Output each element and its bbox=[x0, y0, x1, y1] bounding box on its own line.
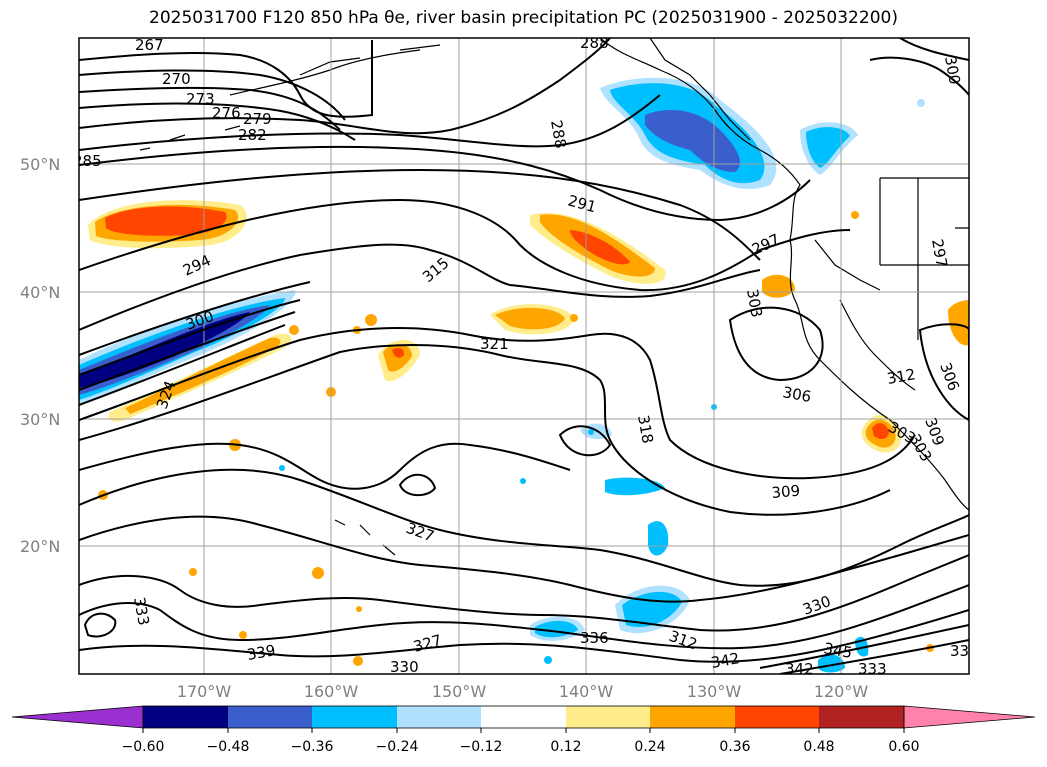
colorbar-tick-label: 0.48 bbox=[803, 739, 834, 755]
contour-label: 333 bbox=[130, 596, 153, 627]
contour-label: 270 bbox=[162, 70, 191, 88]
lon-label-130w: 130°W bbox=[687, 682, 742, 701]
contour-label: 273 bbox=[186, 90, 215, 108]
colorbar-bin bbox=[143, 706, 228, 728]
lat-label-50n: 50°N bbox=[20, 155, 60, 174]
lon-labels: 170°W 160°W 150°W 140°W 130°W 120°W bbox=[177, 682, 869, 701]
contour-label: 339 bbox=[246, 641, 277, 664]
colorbar-tick-label: 0.12 bbox=[550, 739, 581, 755]
colorbar-bin bbox=[397, 706, 481, 728]
colorbar-extend-high bbox=[903, 705, 1036, 729]
colorbar-tick-label: 0.24 bbox=[634, 739, 665, 755]
contour-label: 330 bbox=[390, 658, 419, 676]
colorbar: −0.60 −0.48 −0.36 −0.24 −0.12 0.12 0.24 … bbox=[11, 705, 1036, 755]
lon-label-150w: 150°W bbox=[432, 682, 487, 701]
contour-label: 288 bbox=[580, 34, 609, 52]
colorbar-bin bbox=[735, 706, 819, 728]
coastlines bbox=[139, 38, 969, 556]
contour-label: 33 bbox=[950, 642, 969, 660]
contour-label: 282 bbox=[238, 126, 267, 144]
contour-label: 267 bbox=[135, 36, 164, 54]
contour-label: 318 bbox=[634, 414, 657, 445]
lat-labels: 50°N 40°N 30°N 20°N bbox=[20, 155, 60, 556]
colorbar-tick-label: −0.24 bbox=[376, 739, 419, 755]
lon-label-160w: 160°W bbox=[304, 682, 359, 701]
lon-label-170w: 170°W bbox=[177, 682, 232, 701]
contour-label: 303 bbox=[743, 288, 766, 319]
colorbar-bin bbox=[819, 706, 904, 728]
contour-label: 276 bbox=[212, 104, 241, 122]
contour-label: 342 bbox=[785, 660, 814, 678]
colorbar-tick-label: −0.48 bbox=[207, 739, 250, 755]
colorbar-tick-label: 0.60 bbox=[888, 739, 919, 755]
colorbar-bin bbox=[228, 706, 312, 728]
contour-label: 285 bbox=[73, 152, 102, 170]
colorbar-bin bbox=[312, 706, 397, 728]
colorbar-tick-label: 0.36 bbox=[719, 739, 750, 755]
lat-label-20n: 20°N bbox=[20, 537, 60, 556]
colorbar-bin bbox=[481, 706, 566, 728]
lat-label-30n: 30°N bbox=[20, 410, 60, 429]
contour-label: 309 bbox=[771, 482, 801, 502]
contour-label: 333 bbox=[858, 660, 887, 678]
contour-label: 345 bbox=[822, 639, 853, 662]
contour-label: 306 bbox=[781, 383, 812, 406]
contour-label: 312 bbox=[886, 365, 917, 388]
colorbar-tick-label: −0.36 bbox=[291, 739, 334, 755]
contour-labels: 267 270 273 276 279 282 285 288 291 294 … bbox=[73, 34, 969, 678]
contour-label: 297 bbox=[928, 238, 951, 269]
contour-label: 342 bbox=[710, 649, 741, 672]
lat-label-40n: 40°N bbox=[20, 283, 60, 302]
colorbar-bin bbox=[650, 706, 735, 728]
colorbar-tick-label: −0.12 bbox=[460, 739, 503, 755]
contour-label: 288 bbox=[547, 119, 570, 150]
lon-label-120w: 120°W bbox=[814, 682, 869, 701]
contour-label: 321 bbox=[480, 335, 509, 353]
colorbar-tick-label: −0.60 bbox=[122, 739, 165, 755]
contour-label: 300 bbox=[941, 55, 964, 86]
map-title: 2025031700 F120 850 hPa θe, river basin … bbox=[149, 8, 898, 28]
lon-label-140w: 140°W bbox=[559, 682, 614, 701]
colorbar-bin bbox=[566, 706, 650, 728]
contour-label: 279 bbox=[243, 110, 272, 128]
contour-label: 336 bbox=[580, 629, 609, 647]
colorbar-extend-low bbox=[11, 705, 144, 729]
